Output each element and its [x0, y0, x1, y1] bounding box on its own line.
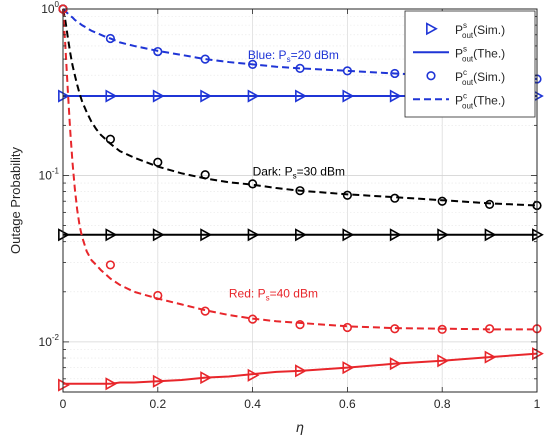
- secrecy-sim-marker: [58, 228, 70, 242]
- connection-sim-marker: [485, 324, 495, 334]
- legend-entry-1: Ps out(The.): [413, 44, 505, 63]
- connection-sim-marker: [485, 199, 495, 209]
- y-tick-label: 100: [41, 0, 59, 16]
- plot-frame: [62, 8, 538, 393]
- legend-label: Pc out(The.): [455, 91, 505, 110]
- connection-sim-marker: [295, 186, 305, 196]
- secrecy-sim-marker: [152, 374, 165, 388]
- secrecy-sim-marker: [105, 228, 118, 242]
- connection-sim-marker: [248, 59, 258, 69]
- annotation-1: Dark: Ps=30 dBm: [253, 164, 345, 180]
- secrecy-sim-marker: [152, 228, 165, 242]
- legend-entry-0: Ps out(Sim.): [426, 21, 505, 40]
- legend-entry-3: Pc out(The.): [413, 91, 505, 110]
- secrecy-sim-marker: [295, 89, 307, 103]
- x-axis-label: η: [296, 419, 304, 435]
- secrecy-sim-marker: [200, 89, 213, 103]
- secrecy-sim-marker: [295, 364, 307, 378]
- series-group-1: [58, 4, 544, 242]
- connection-sim-marker: [200, 170, 210, 180]
- secrecy-sim-marker: [389, 89, 402, 103]
- secrecy-sim-marker: [200, 228, 213, 242]
- connection-sim-marker: [390, 193, 400, 203]
- axes: 0 0.2 0.4 0.6 0.8 1 100 10-1 10-2 η Outage Probabi…: [8, 0, 541, 435]
- secrecy-theory-line: [63, 352, 538, 385]
- connection-sim-marker: [248, 179, 258, 189]
- secrecy-sim-marker: [295, 228, 307, 242]
- legend-label: Ps out(Sim.): [455, 21, 505, 40]
- connection-sim-marker: [342, 66, 353, 76]
- x-tick-label: 0: [60, 397, 67, 411]
- connection-theory-line: [62, 8, 538, 80]
- secrecy-sim-marker: [437, 228, 450, 242]
- secrecy-sim-marker: [200, 371, 213, 385]
- x-tick-label: 0.4: [244, 397, 261, 411]
- annotation-0: Blue: Ps=20 dBm: [248, 48, 339, 64]
- secrecy-sim-marker: [152, 89, 165, 103]
- secrecy-sim-marker: [247, 228, 260, 242]
- connection-sim-marker: [153, 157, 163, 167]
- secrecy-sim-marker: [484, 350, 497, 364]
- connection-sim-marker: [390, 324, 400, 334]
- series-group-2: [58, 4, 544, 392]
- secrecy-sim-marker: [389, 228, 402, 242]
- connection-sim-marker: [153, 290, 163, 301]
- secrecy-sim-marker: [58, 89, 70, 103]
- connection-sim-marker: [200, 306, 210, 316]
- y-tick-label: 10-2: [39, 333, 60, 349]
- secrecy-sim-marker: [247, 368, 260, 382]
- connection-sim-marker: [295, 63, 305, 73]
- secrecy-sim-marker: [389, 357, 402, 371]
- connection-sim-marker: [342, 190, 353, 200]
- connection-sim-marker: [153, 46, 163, 57]
- series-layer: [58, 4, 544, 392]
- x-tick-label: 0.6: [339, 397, 356, 411]
- connection-sim-marker: [295, 320, 305, 330]
- secrecy-sim-marker: [342, 228, 355, 242]
- secrecy-sim-marker: [342, 89, 355, 103]
- secrecy-sim-marker: [532, 347, 544, 361]
- secrecy-sim-marker: [484, 228, 497, 242]
- legend-entry-2: Pc out(Sim.): [426, 68, 505, 87]
- connection-sim-marker: [437, 196, 447, 206]
- connection-sim-marker: [105, 134, 115, 144]
- connection-sim-marker: [437, 324, 447, 334]
- legend-marker-sample: [426, 71, 436, 81]
- annotation-2: Red: Ps=40 dBm: [229, 286, 318, 302]
- secrecy-sim-marker: [58, 378, 70, 392]
- connection-sim-marker: [390, 68, 400, 79]
- x-tick-label: 1: [534, 397, 541, 411]
- connection-sim-marker: [105, 260, 115, 270]
- secrecy-sim-marker: [247, 89, 260, 103]
- legend-label: Pc out(Sim.): [455, 68, 505, 87]
- connection-theory-line: [62, 8, 537, 331]
- secrecy-sim-marker: [532, 228, 544, 242]
- secrecy-sim-marker: [437, 354, 450, 368]
- secrecy-sim-marker: [342, 361, 355, 375]
- connection-sim-marker: [248, 314, 258, 324]
- legend: Ps out(Sim.) Ps out(The.) Pc out(Sim.) Pc out(T…: [404, 10, 536, 118]
- legend-label: Ps out(The.): [455, 44, 505, 63]
- connection-sim-marker: [105, 33, 115, 44]
- secrecy-sim-marker: [105, 89, 118, 103]
- secrecy-sim-marker: [105, 377, 118, 391]
- connection-sim-marker: [342, 322, 353, 333]
- legend-marker-sample: [426, 22, 438, 36]
- y-axis-label: Outage Probability: [8, 147, 23, 254]
- x-tick-label: 0.2: [149, 397, 166, 411]
- series-group-0: [58, 4, 544, 103]
- connection-sim-marker: [200, 54, 210, 64]
- y-tick-label: 10-1: [39, 166, 60, 182]
- annotations: Blue: Ps=20 dBm Dark: Ps=30 dBm Red: Ps=40…: [229, 48, 345, 302]
- x-tick-label: 0.8: [434, 397, 451, 411]
